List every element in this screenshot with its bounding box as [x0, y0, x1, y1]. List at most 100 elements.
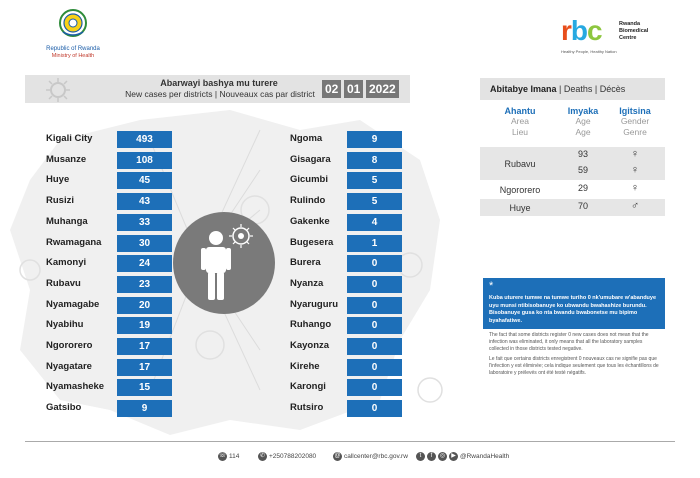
youtube-icon: ▶ [449, 452, 458, 461]
gov-line1: Republic of Rwanda [46, 46, 100, 52]
district-row: Musanze 108 [46, 151, 172, 169]
death-age: 29 [577, 183, 588, 193]
district-row: Kamonyi 24 [46, 255, 172, 273]
district-name: Rulindo [290, 195, 326, 207]
district-cases: 5 [347, 172, 402, 190]
note-box: * Kuba uturere tumwe na tumwe turiho 0 n… [483, 278, 665, 405]
district-cases: 33 [117, 213, 172, 231]
district-name: Kirehe [290, 360, 320, 372]
note-symbol: * [483, 278, 665, 295]
district-cases: 0 [347, 400, 402, 418]
rbc-name: Rwanda Biomedical Centre [619, 21, 649, 41]
date-year: 2022 [366, 80, 399, 98]
death-gender-icon: ♀ [630, 148, 640, 160]
district-cases: 0 [347, 296, 402, 314]
district-name: Nyabihu [46, 319, 84, 331]
district-name: Ruhango [290, 319, 332, 331]
district-name: Musanze [46, 153, 87, 165]
district-row: Nyaruguru 0 [290, 296, 402, 314]
district-name: Gicumbi [290, 174, 329, 186]
district-row: Huye 45 [46, 172, 172, 190]
note-english: The fact that some districts register 0 … [489, 332, 649, 352]
district-name: Nyamasheke [46, 381, 105, 393]
district-row: Muhanga 33 [46, 213, 172, 231]
email[interactable]: @ callcenter@rbc.gov.rw [333, 452, 408, 461]
district-cases: 45 [117, 172, 172, 190]
col-place: Ahantu Area Lieu [504, 106, 536, 137]
district-cases: 5 [347, 193, 402, 211]
social-handle[interactable]: t f ◎ ▶ @RwandaHealth [416, 452, 509, 461]
district-row: Gatsibo 9 [46, 400, 172, 418]
district-name: Rutsiro [290, 402, 324, 414]
district-row: Karongi 0 [290, 379, 402, 397]
district-name: Kayonza [290, 340, 330, 351]
district-name: Bugesera [290, 236, 334, 248]
district-row: Gakenke 4 [290, 213, 402, 231]
district-row: Nyamasheke 15 [46, 379, 172, 397]
district-name: Gisagara [290, 153, 331, 165]
district-name: Kigali City [46, 133, 93, 144]
district-name: Burera [290, 257, 321, 269]
district-name: Rubavu [46, 277, 81, 289]
district-row: Nyabihu 19 [46, 317, 172, 335]
district-row: Rwamagana 30 [46, 234, 172, 252]
district-row: Ruhango 0 [290, 317, 402, 335]
note-kinyarwanda: Kuba uturere tumwe na tumwe turiho 0 nk'… [483, 295, 665, 329]
district-name: Karongi [290, 381, 326, 393]
district-name: Nyaruguru [290, 298, 339, 310]
district-name: Gatsibo [46, 402, 82, 414]
district-name: Ngoma [290, 133, 323, 144]
district-cases: 8 [347, 151, 402, 169]
district-row: Gisagara 8 [290, 151, 402, 169]
district-cases: 1 [347, 234, 402, 252]
rbc-logo: rbc Rwanda Biomedical Centre Healthy Peo… [561, 15, 671, 55]
rbc-letters: rbc [561, 15, 603, 46]
district-cases: 0 [347, 358, 402, 376]
death-gender-icon: ♀ [630, 164, 640, 176]
death-place: Ngororero [499, 184, 541, 195]
district-cases: 493 [117, 131, 172, 148]
deaths-header: Abitabye Imana | Deaths | Décès [480, 78, 665, 100]
footer: ☏ 114 ✆ +250788202080 @ callcenter@rbc.gov.… [0, 452, 700, 466]
gov-line2: Ministry of Health [51, 53, 95, 59]
death-gender-icon: ♀ [630, 182, 640, 194]
district-cases: 17 [117, 358, 172, 376]
deaths-panel: Abitabye Imana | Deaths | Décès Ahantu A… [480, 78, 665, 216]
deaths-column-headers: Ahantu Area Lieu Imyaka Age Age Igitsina… [480, 106, 665, 146]
virus-small-icon [229, 224, 253, 248]
twitter-icon: t [416, 452, 425, 461]
whatsapp-icon: ✆ [258, 452, 267, 461]
death-row: Ngororero 29 ♀ [480, 180, 665, 198]
district-row: Gicumbi 5 [290, 172, 402, 190]
district-name: Kamonyi [46, 257, 87, 269]
col-gender: Igitsina Gender Genre [619, 106, 651, 137]
virus-icon [46, 78, 70, 102]
district-row: Kigali City 493 [46, 131, 172, 148]
district-name: Nyagatare [46, 360, 92, 372]
district-cases: 108 [117, 151, 172, 169]
district-name: Nyanza [290, 277, 324, 289]
title-main: Abarwayi bashya mu turere [160, 78, 278, 88]
district-cases: 0 [347, 275, 402, 293]
district-cases: 0 [347, 255, 402, 273]
hotline: ☏ 114 [218, 452, 240, 461]
district-cases: 15 [117, 379, 172, 397]
instagram-icon: ◎ [438, 452, 447, 461]
district-cases: 9 [347, 131, 402, 148]
phone-icon: ☏ [218, 452, 227, 461]
district-name: Gakenke [290, 215, 330, 227]
facebook-icon: f [427, 452, 436, 461]
district-row: Rulindo 5 [290, 193, 402, 211]
death-gender-icon: ♂ [630, 200, 640, 212]
district-cases: 9 [117, 400, 172, 418]
district-name: Ngororero [46, 340, 93, 351]
death-place: Rubavu [504, 158, 536, 169]
district-cases: 24 [117, 255, 172, 273]
rwanda-seal-icon [59, 9, 87, 37]
death-age: 93 [577, 149, 588, 159]
district-name: Huye [46, 174, 70, 186]
district-row: Nyanza 0 [290, 275, 402, 293]
title-bar: Abarwayi bashya mu turere New cases per … [25, 75, 410, 103]
district-row: Rubavu 23 [46, 275, 172, 293]
district-cases: 17 [117, 338, 172, 355]
